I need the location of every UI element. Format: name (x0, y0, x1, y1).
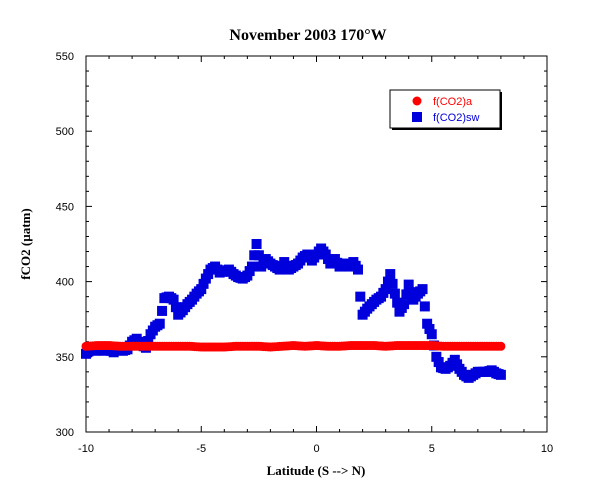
y-tick-label: 300 (56, 427, 74, 439)
data-point (143, 336, 154, 347)
legend-box (389, 89, 501, 129)
data-point (196, 284, 207, 295)
data-point (253, 250, 264, 261)
data-point (426, 329, 437, 340)
legend-circle-icon (412, 96, 422, 106)
data-point (387, 278, 398, 289)
y-tick-label: 400 (56, 277, 74, 289)
data-point (385, 269, 396, 280)
data-point (422, 318, 433, 329)
data-point (417, 284, 428, 295)
y-tick-label: 450 (56, 201, 74, 213)
x-tick-label: 10 (541, 443, 553, 455)
data-point (495, 369, 506, 380)
data-point (154, 318, 165, 329)
data-point (168, 294, 179, 305)
data-point (380, 284, 391, 295)
chart-title: November 2003 170°W (229, 27, 386, 44)
data-point (419, 301, 430, 312)
data-point (170, 302, 181, 313)
data-point (392, 297, 403, 308)
data-point (157, 305, 168, 316)
data-point (399, 299, 410, 310)
data-point (355, 291, 366, 302)
data-point (433, 357, 444, 368)
data-point (389, 288, 400, 299)
x-tick-label: -10 (78, 443, 94, 455)
data-point (198, 278, 209, 289)
series-fco2a (81, 341, 506, 352)
y-tick-label: 350 (56, 352, 74, 364)
data-point (496, 341, 506, 351)
legend: f(CO2)a f(CO2)sw (389, 89, 502, 130)
data-marks (81, 239, 506, 383)
y-tick-label: 550 (56, 51, 74, 63)
legend-square-icon (412, 112, 422, 122)
data-point (424, 323, 435, 334)
legend-label: f(CO2)sw (433, 112, 480, 124)
data-point (431, 351, 442, 362)
data-point (251, 239, 262, 249)
data-point (352, 264, 363, 275)
x-tick-label: -5 (196, 443, 206, 455)
legend-label: f(CO2)a (433, 96, 473, 108)
x-tick-label: 0 (313, 443, 319, 455)
axis-ticks: -10 -5 0 5 10 300 350 400 450 500 550 (56, 51, 553, 455)
data-point (403, 279, 414, 290)
x-tick-label: 5 (429, 443, 435, 455)
x-axis-label: Latitude (S --> N) (267, 463, 366, 478)
data-point (246, 261, 257, 272)
y-axis-label: fCO2 (µatm) (18, 208, 33, 279)
y-tick-label: 500 (56, 126, 74, 138)
